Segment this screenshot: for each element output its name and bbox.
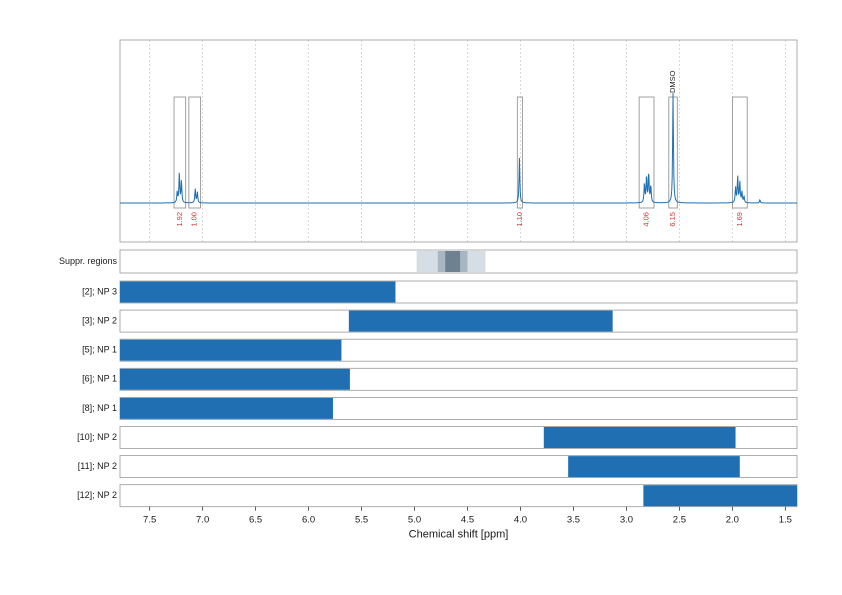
suppression-frame: [119, 249, 798, 274]
integration-label-1: 1.00: [190, 212, 199, 227]
integration-box-3: [638, 96, 655, 209]
x-tick-label-0: 7.5: [143, 515, 156, 526]
integration-box-1: [188, 96, 201, 209]
row-bar-7: [643, 485, 797, 507]
x-axis-label: Chemical shift [ppm]: [409, 529, 509, 541]
row-bar-3: [120, 368, 350, 390]
row-frame-1: [119, 309, 798, 333]
row-frame-5: [119, 426, 798, 449]
x-tick-label-1: 7.0: [196, 515, 209, 526]
x-tick-label-4: 5.5: [355, 515, 368, 526]
spectrum-line: [120, 93, 797, 204]
row-bar-4: [120, 397, 333, 419]
row-label-3: [6]; NP 1: [82, 374, 117, 384]
row-bar-1: [348, 310, 613, 332]
suppression-band-2: [445, 251, 461, 272]
row-label-1: [3]; NP 2: [82, 315, 117, 325]
row-frame-6: [119, 455, 798, 479]
spectrum-panel: 1.92 1.00 1.10 4.06 6.15 1.69 DMSO: [119, 39, 798, 243]
grid-lines: [149, 40, 786, 242]
integration-box-5: [731, 96, 748, 209]
row-label-4: [8]; NP 1: [82, 403, 117, 413]
x-tick-label-12: 1.5: [779, 515, 792, 526]
integration-label-4: 6.15: [668, 212, 677, 227]
row-bar-2: [120, 339, 342, 361]
integration-label-3: 4.06: [642, 212, 651, 227]
x-tick-label-9: 3.0: [620, 515, 633, 526]
row-label-0: [2]; NP 3: [82, 286, 117, 296]
x-tick-label-8: 3.5: [567, 515, 580, 526]
row-label-2: [5]; NP 1: [82, 345, 117, 355]
x-axis: 7.5 7.0 6.5 6.0 5.5 5.0 4.5 4.0 3.5 3.0 2.5 2.0 1.5 C…: [143, 506, 792, 541]
suppression-panel: Suppr. regions: [59, 249, 798, 274]
row-label-6: [11]; NP 2: [78, 461, 117, 471]
rows-panel: [2]; NP 3 [3]; NP 2 [5]; NP 1 [6]; NP 1 [8];…: [77, 280, 798, 508]
row-label-7: [12]; NP 2: [77, 490, 117, 500]
x-tick-label-11: 2.0: [726, 515, 739, 526]
integration-label-5: 1.69: [735, 212, 744, 227]
suppression-label: Suppr. regions: [59, 256, 118, 266]
spectrum-frame: [119, 39, 798, 243]
x-tick-label-10: 2.5: [673, 515, 686, 526]
integration-label-2: 1.10: [515, 212, 524, 227]
x-tick-label-2: 6.5: [249, 515, 262, 526]
x-tick-label-3: 6.0: [302, 515, 315, 526]
x-tick-label-6: 4.5: [461, 515, 474, 526]
row-bar-0: [120, 281, 396, 303]
row-bar-6: [568, 456, 740, 478]
x-tick-label-7: 4.0: [514, 515, 527, 526]
integration-box-2: [516, 96, 523, 209]
integration-box-0: [173, 96, 187, 209]
x-tick-label-5: 5.0: [408, 515, 421, 526]
row-label-5: [10]; NP 2: [77, 432, 117, 442]
integration-label-0: 1.92: [175, 212, 184, 227]
row-bar-5: [543, 427, 736, 448]
peak-annotation-0: DMSO: [668, 70, 677, 93]
